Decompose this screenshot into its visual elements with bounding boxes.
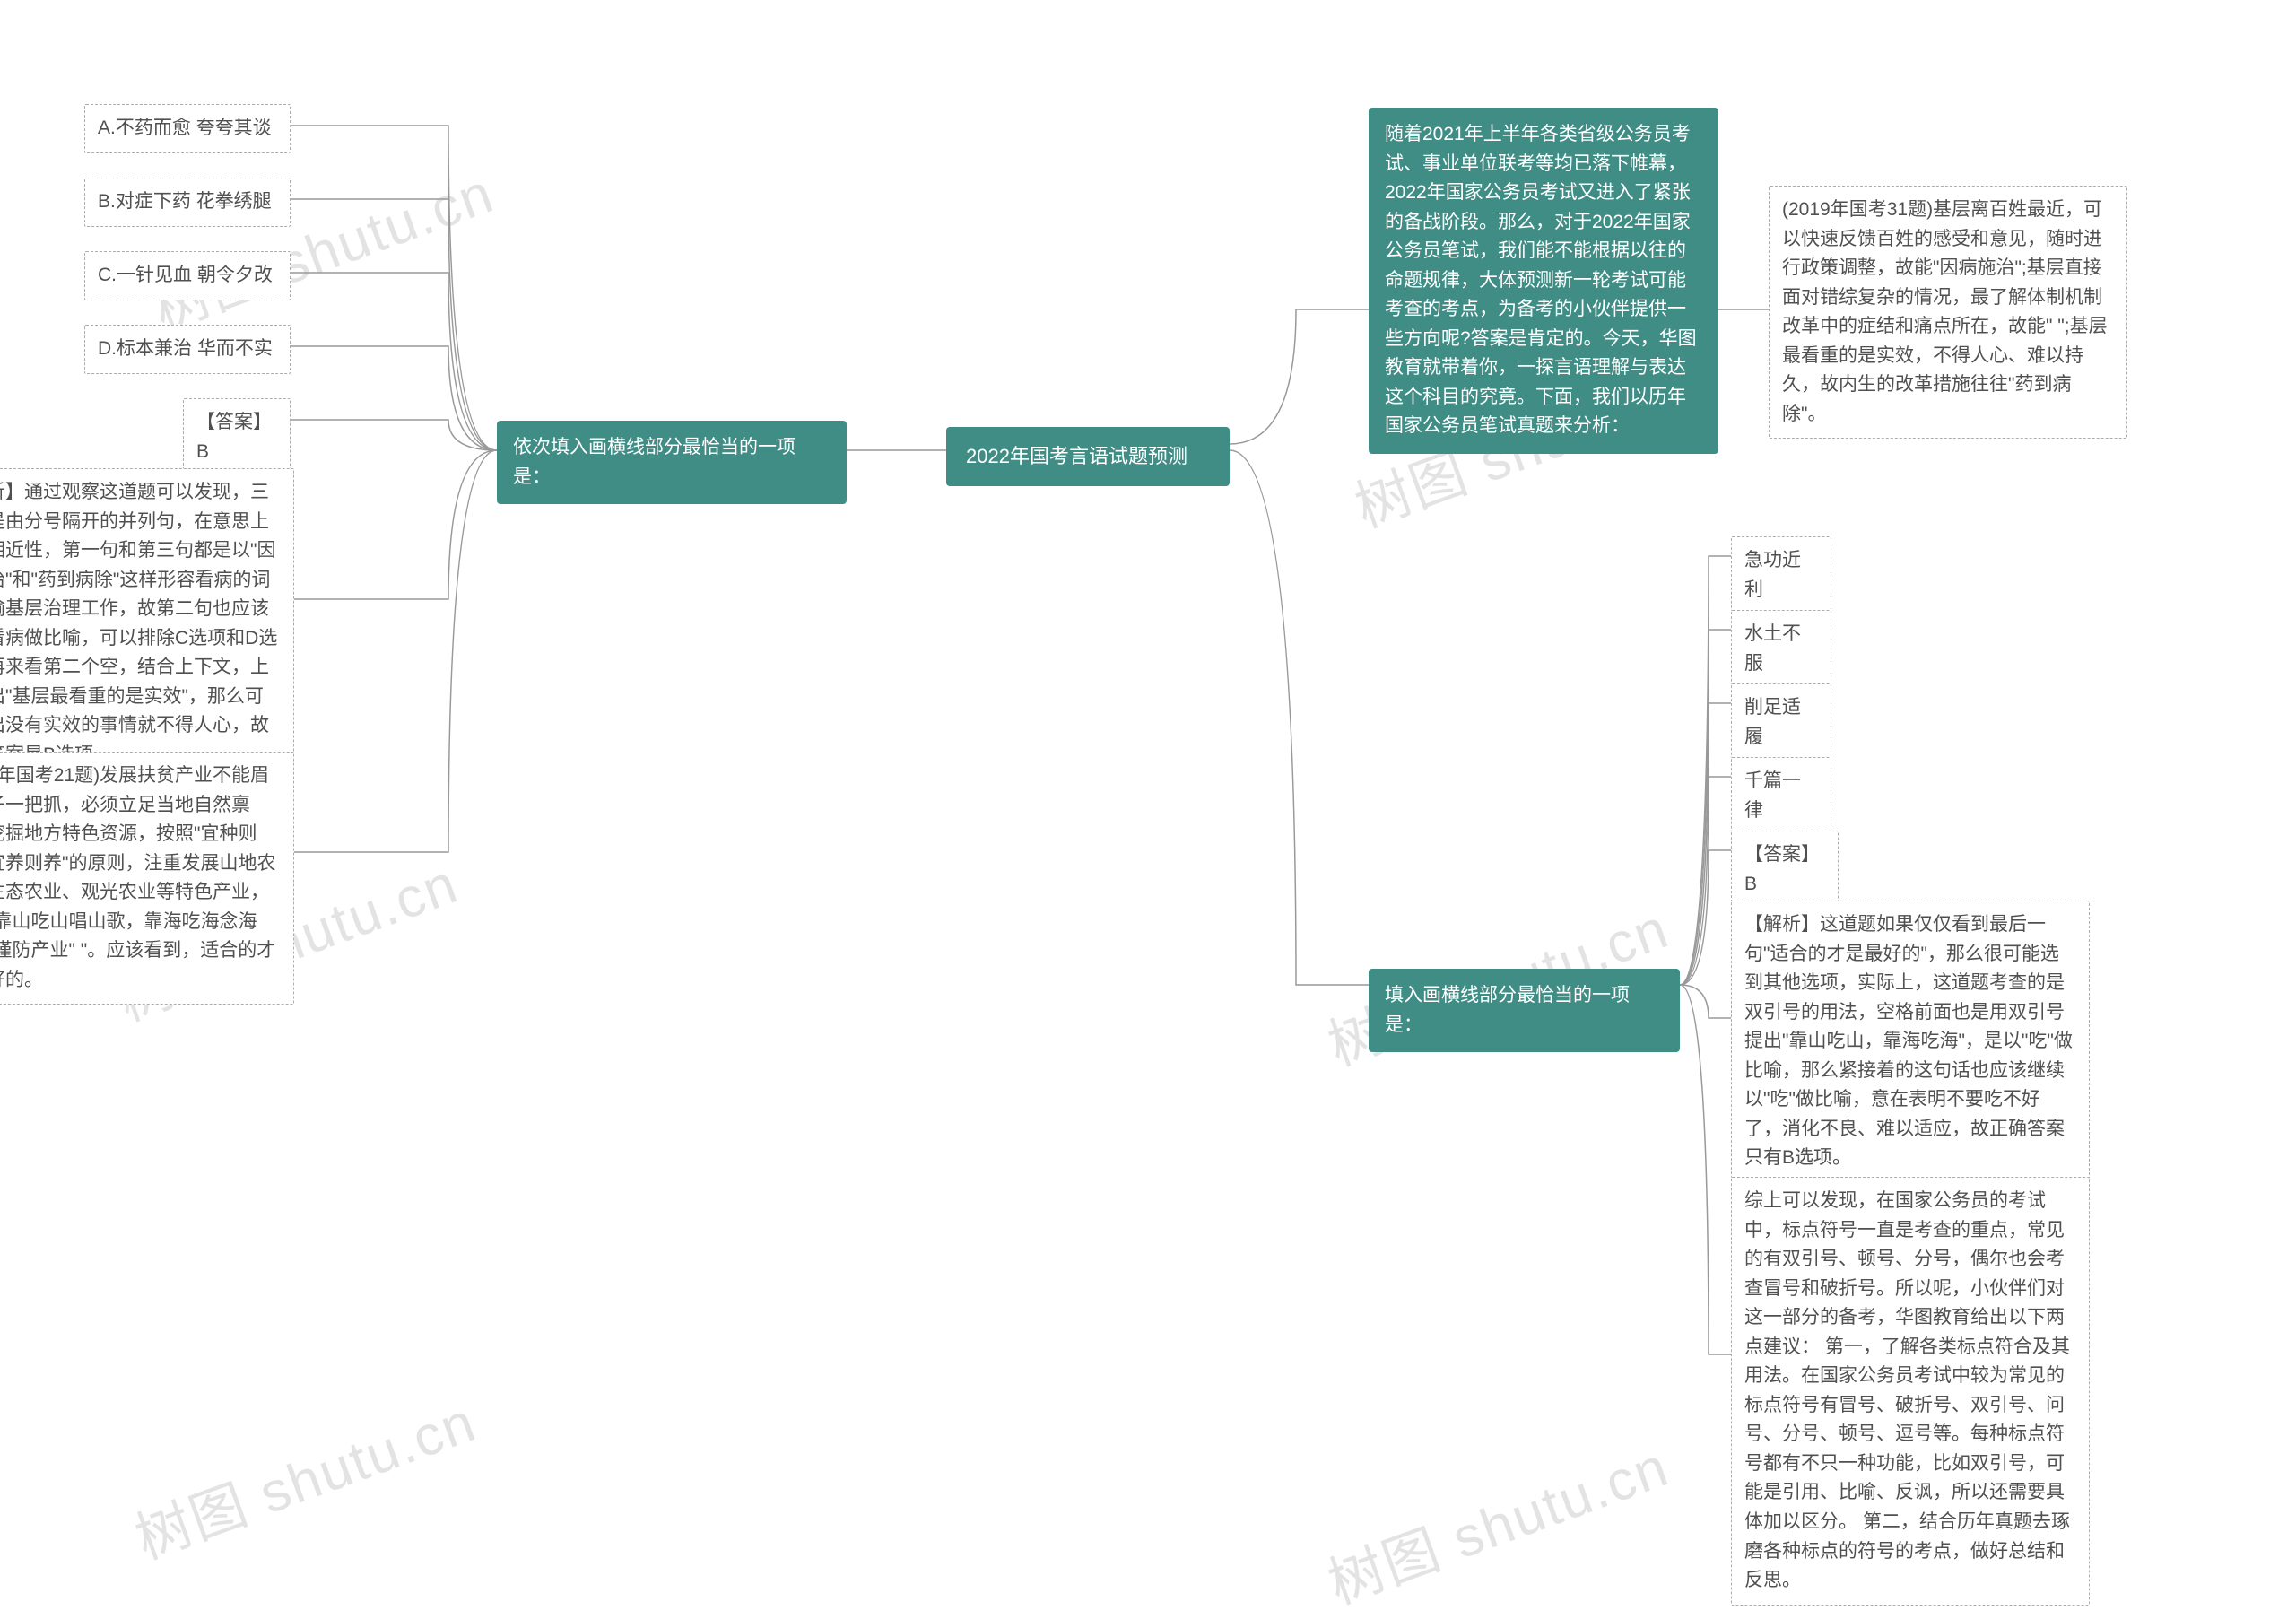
question-2019[interactable]: (2019年国考31题)基层离百姓最近，可以快速反馈百姓的感受和意见，随时进行政…	[1769, 186, 2127, 439]
center-node[interactable]: 2022年国考言语试题预测	[946, 427, 1230, 486]
option-c[interactable]: C.一针见血 朝令夕改	[84, 251, 291, 300]
intro-node[interactable]: 随着2021年上半年各类省级公务员考试、事业单位联考等均已落下帷幕，2022年国…	[1369, 108, 1718, 454]
option-r1[interactable]: 急功近利	[1731, 536, 1831, 614]
question-2021[interactable]: (2021年国考21题)发展扶贫产业不能眉毛胡子一把抓，必须立足当地自然禀赋，挖…	[0, 752, 294, 1005]
summary-right[interactable]: 综上可以发现，在国家公务员的考试中，标点符号一直是考查的重点，常见的有双引号、顿…	[1731, 1177, 2090, 1606]
option-r2[interactable]: 水土不服	[1731, 610, 1831, 688]
option-r3[interactable]: 削足适履	[1731, 683, 1831, 762]
left-branch-label[interactable]: 依次填入画横线部分最恰当的一项是：	[497, 421, 847, 504]
analysis-right[interactable]: 【解析】这道题如果仅仅看到最后一句"适合的才是最好的"，那么很可能选到其他选项，…	[1731, 901, 2090, 1183]
answer-left[interactable]: 【答案】B	[183, 398, 291, 476]
analysis-left[interactable]: 【解析】通过观察这道题可以发现，三句话是由分号隔开的并列句，在意思上具有相近性，…	[0, 468, 294, 779]
right-branch-label[interactable]: 填入画横线部分最恰当的一项是：	[1369, 969, 1680, 1052]
option-b[interactable]: B.对症下药 花拳绣腿	[84, 178, 291, 227]
option-a[interactable]: A.不药而愈 夸夸其谈	[84, 104, 291, 153]
watermark: 树图 shutu.cn	[123, 1377, 485, 1575]
answer-right[interactable]: 【答案】B	[1731, 831, 1839, 909]
option-d[interactable]: D.标本兼治 华而不实	[84, 325, 291, 374]
watermark: 树图 shutu.cn	[1316, 1422, 1678, 1619]
option-r4[interactable]: 千篇一律	[1731, 757, 1831, 835]
